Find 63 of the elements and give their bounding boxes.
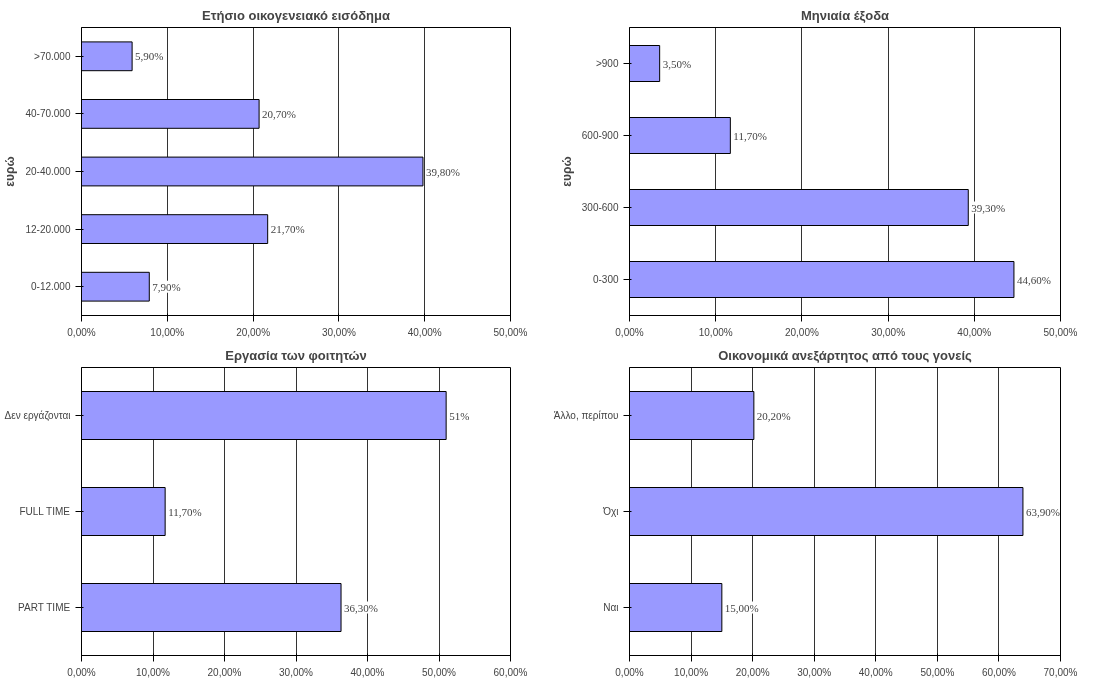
- x-tick-label: 40,00%: [350, 666, 385, 678]
- y-tick-label: 20-40.000: [25, 166, 71, 177]
- data-label: 5,90%: [135, 50, 164, 63]
- x-tick-label: 50,00%: [422, 666, 457, 678]
- x-tick-label: 60,00%: [981, 666, 1016, 678]
- y-axis-title: ευρώ: [3, 156, 18, 187]
- chart-title: Εργασία των φοιτητών: [225, 347, 367, 363]
- y-tick-label: Δεν εργάζονται: [4, 410, 71, 422]
- data-label: 20,70%: [262, 107, 297, 120]
- data-label: 11,70%: [733, 129, 767, 142]
- chart-title: Ετήσιο οικογενειακό εισόδημα: [202, 7, 390, 23]
- data-label: 51%: [449, 409, 470, 422]
- data-label: 20,20%: [756, 409, 791, 422]
- x-tick-label: 0,00%: [67, 326, 96, 338]
- y-tick-label: 600-900: [581, 130, 619, 141]
- x-tick-label: 30,00%: [279, 666, 314, 678]
- x-tick-label: 20,00%: [236, 326, 271, 338]
- y-tick-label: 12-20.000: [25, 223, 71, 235]
- x-tick-label: 20,00%: [207, 666, 242, 678]
- data-label: 39,30%: [971, 201, 1006, 214]
- chart-title: Μηνιαία έξοδα: [800, 7, 890, 23]
- x-tick-label: 20,00%: [735, 666, 770, 678]
- x-tick-label: 0,00%: [67, 666, 96, 678]
- y-tick-label: Άλλο, περίπου: [553, 410, 619, 421]
- x-tick-label: 70,00%: [1043, 666, 1078, 678]
- x-tick-label: 0,00%: [615, 666, 644, 678]
- data-label: 44,60%: [1016, 273, 1051, 286]
- x-tick-label: 10,00%: [674, 666, 709, 678]
- x-tick-label: 50,00%: [920, 666, 955, 678]
- x-tick-label: 10,00%: [698, 326, 733, 338]
- x-tick-label: 20,00%: [784, 326, 819, 338]
- data-label: 11,70%: [168, 505, 202, 518]
- y-tick-label: Όχι: [602, 506, 619, 517]
- data-label: 21,70%: [270, 223, 305, 236]
- data-label: 15,00%: [724, 601, 759, 614]
- y-tick-label: 0-300: [592, 274, 619, 285]
- data-label: 3,50%: [662, 57, 692, 70]
- y-tick-label: >70.000: [34, 50, 71, 62]
- data-label: 36,30%: [344, 601, 378, 614]
- data-label: 39,80%: [425, 165, 460, 178]
- x-tick-label: 30,00%: [797, 666, 832, 678]
- x-tick-label: 40,00%: [957, 326, 992, 338]
- y-tick-label: Ναι: [603, 602, 619, 613]
- x-tick-label: 60,00%: [493, 666, 528, 678]
- y-tick-label: 0-12.000: [31, 281, 71, 293]
- x-tick-label: 50,00%: [1043, 326, 1078, 338]
- x-tick-label: 0,00%: [615, 326, 644, 338]
- chart-title: Οικονομικά ανεξάρτητος από τους γονείς: [718, 347, 973, 363]
- data-label: 63,90%: [1025, 505, 1060, 518]
- y-tick-label: PART TIME: [18, 602, 71, 613]
- x-tick-label: 50,00%: [493, 326, 528, 338]
- x-tick-label: 10,00%: [136, 666, 171, 678]
- data-label: 7,90%: [152, 280, 181, 293]
- x-tick-label: 10,00%: [150, 326, 185, 338]
- y-tick-label: 300-600: [581, 202, 619, 213]
- y-tick-label: 40-70.000: [25, 108, 71, 120]
- y-tick-label: FULL TIME: [19, 506, 71, 517]
- x-tick-label: 30,00%: [871, 326, 906, 338]
- x-tick-label: 40,00%: [407, 326, 442, 338]
- x-tick-label: 30,00%: [321, 326, 356, 338]
- x-tick-label: 40,00%: [858, 666, 893, 678]
- y-axis-title: ευρώ: [559, 156, 574, 187]
- y-tick-label: >900: [595, 58, 619, 69]
